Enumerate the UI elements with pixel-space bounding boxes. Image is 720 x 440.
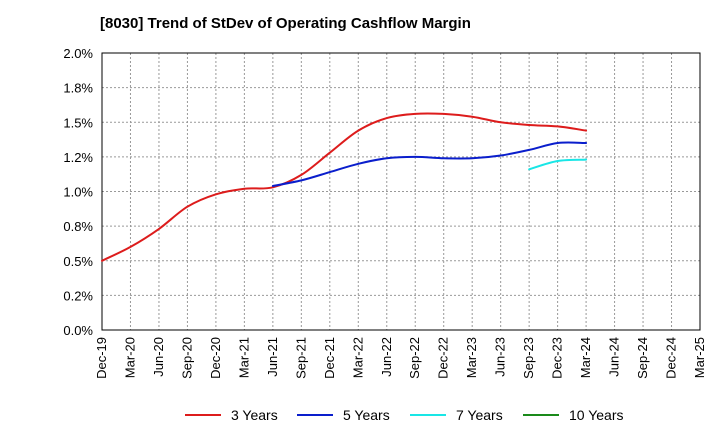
- x-tick-label: Dec-23: [550, 337, 565, 379]
- legend-swatch: [523, 414, 559, 416]
- axes: [101, 52, 701, 331]
- x-tick-label: Jun-24: [607, 337, 622, 377]
- x-tick-label: Sep-20: [179, 337, 194, 379]
- legend-label: 10 Years: [569, 407, 624, 423]
- x-tick-label: Mar-20: [122, 337, 137, 378]
- x-tick-label: Sep-23: [521, 337, 536, 379]
- x-tick-label: Dec-24: [664, 337, 679, 379]
- legend-item-10-years: 10 Years: [523, 405, 624, 425]
- series-line-7-years: [528, 158, 588, 171]
- x-tick-label: Mar-21: [236, 337, 251, 378]
- y-tick-label: 1.8%: [63, 81, 93, 96]
- y-tick-label: 1.2%: [63, 150, 93, 165]
- x-tick-label: Jun-21: [265, 337, 280, 377]
- y-tick-label: 0.0%: [63, 323, 93, 338]
- y-tick-label: 2.0%: [63, 46, 93, 61]
- legend: 3 Years 5 Years 7 Years 10 Years: [0, 405, 720, 425]
- x-tick-label: Mar-23: [464, 337, 479, 378]
- plot-frame: [101, 52, 701, 331]
- x-tick-label: Sep-21: [293, 337, 308, 379]
- legend-item-5-years: 5 Years: [297, 405, 390, 425]
- x-tick-label: Dec-19: [94, 337, 109, 379]
- legend-swatch: [297, 414, 333, 416]
- x-tick-label: Mar-24: [578, 337, 593, 378]
- x-tick-label: Sep-22: [407, 337, 422, 379]
- plot-area: [102, 53, 700, 330]
- grid: [102, 52, 700, 330]
- legend-swatch: [185, 414, 221, 416]
- x-tick-label: Mar-22: [350, 337, 365, 378]
- x-tick-label: Dec-22: [436, 337, 451, 379]
- x-tick-label: Sep-24: [635, 337, 650, 379]
- y-tick-label: 0.5%: [63, 254, 93, 269]
- series-line-3-years: [101, 112, 588, 262]
- y-tick-label: 1.5%: [63, 115, 93, 130]
- x-tick-label: Jun-22: [379, 337, 394, 377]
- series-lines: [101, 112, 588, 262]
- series-line-5-years: [271, 141, 588, 187]
- legend-label: 5 Years: [343, 407, 390, 423]
- x-tick-label: Dec-20: [208, 337, 223, 379]
- y-tick-label: 0.8%: [63, 219, 93, 234]
- legend-item-7-years: 7 Years: [410, 405, 503, 425]
- legend-label: 3 Years: [231, 407, 278, 423]
- y-tick-label: 1.0%: [63, 185, 93, 200]
- x-tick-label: Dec-21: [322, 337, 337, 379]
- chart-title: [8030] Trend of StDev of Operating Cashf…: [100, 15, 471, 32]
- y-tick-label: 0.2%: [63, 288, 93, 303]
- legend-label: 7 Years: [456, 407, 503, 423]
- legend-item-3-years: 3 Years: [185, 405, 278, 425]
- legend-swatch: [410, 414, 446, 416]
- tick-labels: 0.0% 0.2% 0.5% 0.8% 1.0% 1.2% 1.5% 1.8% 2.0% Dec-…: [63, 46, 707, 379]
- x-tick-label: Jun-23: [493, 337, 508, 377]
- x-tick-label: Jun-20: [151, 337, 166, 377]
- x-tick-label: Mar-25: [692, 337, 707, 378]
